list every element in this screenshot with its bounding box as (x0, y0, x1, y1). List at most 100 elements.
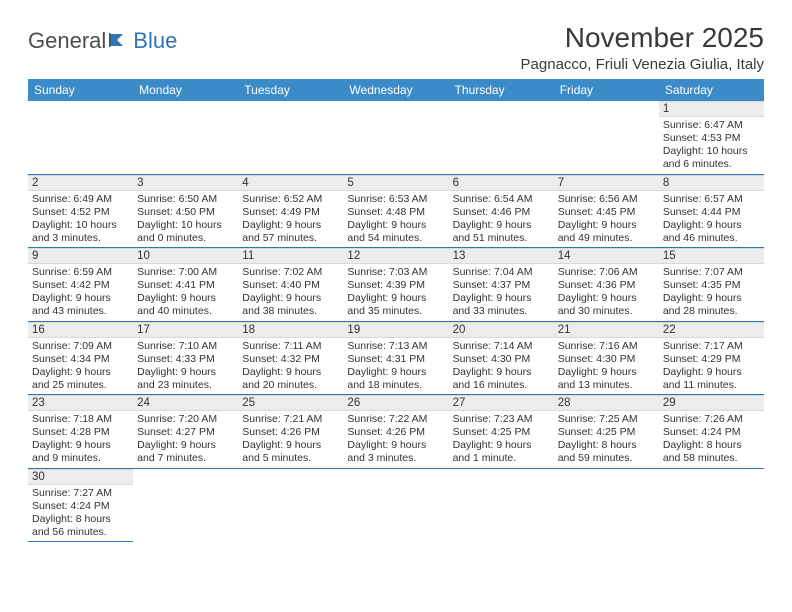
sunrise-text: Sunrise: 7:14 AM (453, 340, 550, 353)
sunset-text: Sunset: 4:48 PM (347, 206, 444, 219)
daylight-text: Daylight: 9 hours and 3 minutes. (347, 439, 444, 465)
sunset-text: Sunset: 4:30 PM (558, 353, 655, 366)
daylight-text: Daylight: 9 hours and 16 minutes. (453, 366, 550, 392)
sunset-text: Sunset: 4:30 PM (453, 353, 550, 366)
day-info: Sunrise: 6:47 AMSunset: 4:53 PMDaylight:… (659, 117, 764, 174)
calendar-cell: 17Sunrise: 7:10 AMSunset: 4:33 PMDayligh… (133, 321, 238, 395)
daylight-text: Daylight: 9 hours and 1 minute. (453, 439, 550, 465)
calendar-cell: 16Sunrise: 7:09 AMSunset: 4:34 PMDayligh… (28, 321, 133, 395)
calendar-week-row: 9Sunrise: 6:59 AMSunset: 4:42 PMDaylight… (28, 248, 764, 322)
day-number: 2 (28, 175, 133, 191)
daylight-text: Daylight: 8 hours and 59 minutes. (558, 439, 655, 465)
sunrise-text: Sunrise: 6:56 AM (558, 193, 655, 206)
logo-text-blue: Blue (133, 28, 177, 54)
sunset-text: Sunset: 4:27 PM (137, 426, 234, 439)
calendar-cell: 14Sunrise: 7:06 AMSunset: 4:36 PMDayligh… (554, 248, 659, 322)
calendar-cell (238, 468, 343, 542)
day-info: Sunrise: 7:26 AMSunset: 4:24 PMDaylight:… (659, 411, 764, 468)
day-info: Sunrise: 7:00 AMSunset: 4:41 PMDaylight:… (133, 264, 238, 321)
sunrise-text: Sunrise: 7:10 AM (137, 340, 234, 353)
calendar-cell: 10Sunrise: 7:00 AMSunset: 4:41 PMDayligh… (133, 248, 238, 322)
daylight-text: Daylight: 9 hours and 57 minutes. (242, 219, 339, 245)
day-number: 4 (238, 175, 343, 191)
day-number: 29 (659, 395, 764, 411)
daylight-text: Daylight: 9 hours and 28 minutes. (663, 292, 760, 318)
day-header: Thursday (449, 79, 554, 101)
daylight-text: Daylight: 9 hours and 9 minutes. (32, 439, 129, 465)
calendar-cell: 15Sunrise: 7:07 AMSunset: 4:35 PMDayligh… (659, 248, 764, 322)
calendar-cell: 22Sunrise: 7:17 AMSunset: 4:29 PMDayligh… (659, 321, 764, 395)
header: General Blue November 2025 Pagnacco, Fri… (28, 22, 764, 73)
sunset-text: Sunset: 4:42 PM (32, 279, 129, 292)
logo-text-general: General (28, 28, 106, 54)
day-info: Sunrise: 7:13 AMSunset: 4:31 PMDaylight:… (343, 338, 448, 395)
sunrise-text: Sunrise: 7:04 AM (453, 266, 550, 279)
day-number: 6 (449, 175, 554, 191)
sunset-text: Sunset: 4:25 PM (558, 426, 655, 439)
calendar-cell: 26Sunrise: 7:22 AMSunset: 4:26 PMDayligh… (343, 395, 448, 469)
daylight-text: Daylight: 9 hours and 51 minutes. (453, 219, 550, 245)
day-number: 23 (28, 395, 133, 411)
sunrise-text: Sunrise: 6:47 AM (663, 119, 760, 132)
day-info: Sunrise: 6:59 AMSunset: 4:42 PMDaylight:… (28, 264, 133, 321)
day-info: Sunrise: 7:20 AMSunset: 4:27 PMDaylight:… (133, 411, 238, 468)
daylight-text: Daylight: 9 hours and 18 minutes. (347, 366, 444, 392)
sunrise-text: Sunrise: 7:18 AM (32, 413, 129, 426)
calendar-cell (133, 468, 238, 542)
day-header: Monday (133, 79, 238, 101)
calendar-cell: 20Sunrise: 7:14 AMSunset: 4:30 PMDayligh… (449, 321, 554, 395)
sunrise-text: Sunrise: 7:17 AM (663, 340, 760, 353)
day-info: Sunrise: 6:57 AMSunset: 4:44 PMDaylight:… (659, 191, 764, 248)
sunset-text: Sunset: 4:29 PM (663, 353, 760, 366)
calendar-cell (659, 468, 764, 542)
sunset-text: Sunset: 4:39 PM (347, 279, 444, 292)
daylight-text: Daylight: 9 hours and 49 minutes. (558, 219, 655, 245)
daylight-text: Daylight: 9 hours and 54 minutes. (347, 219, 444, 245)
day-number: 28 (554, 395, 659, 411)
day-number: 3 (133, 175, 238, 191)
day-number: 5 (343, 175, 448, 191)
sunrise-text: Sunrise: 7:06 AM (558, 266, 655, 279)
sunrise-text: Sunrise: 7:11 AM (242, 340, 339, 353)
sunset-text: Sunset: 4:41 PM (137, 279, 234, 292)
daylight-text: Daylight: 9 hours and 46 minutes. (663, 219, 760, 245)
day-info: Sunrise: 6:54 AMSunset: 4:46 PMDaylight:… (449, 191, 554, 248)
calendar-cell: 3Sunrise: 6:50 AMSunset: 4:50 PMDaylight… (133, 174, 238, 248)
day-header: Wednesday (343, 79, 448, 101)
daylight-text: Daylight: 9 hours and 5 minutes. (242, 439, 339, 465)
sunrise-text: Sunrise: 6:57 AM (663, 193, 760, 206)
day-number: 15 (659, 248, 764, 264)
daylight-text: Daylight: 9 hours and 7 minutes. (137, 439, 234, 465)
calendar-cell: 5Sunrise: 6:53 AMSunset: 4:48 PMDaylight… (343, 174, 448, 248)
calendar-body: 1Sunrise: 6:47 AMSunset: 4:53 PMDaylight… (28, 101, 764, 542)
daylight-text: Daylight: 9 hours and 40 minutes. (137, 292, 234, 318)
daylight-text: Daylight: 8 hours and 56 minutes. (32, 513, 129, 539)
sunset-text: Sunset: 4:24 PM (32, 500, 129, 513)
day-number: 11 (238, 248, 343, 264)
day-info: Sunrise: 7:03 AMSunset: 4:39 PMDaylight:… (343, 264, 448, 321)
calendar-week-row: 2Sunrise: 6:49 AMSunset: 4:52 PMDaylight… (28, 174, 764, 248)
sunrise-text: Sunrise: 7:25 AM (558, 413, 655, 426)
sunset-text: Sunset: 4:26 PM (347, 426, 444, 439)
day-number: 17 (133, 322, 238, 338)
calendar-cell: 29Sunrise: 7:26 AMSunset: 4:24 PMDayligh… (659, 395, 764, 469)
calendar-cell (28, 101, 133, 174)
sunset-text: Sunset: 4:37 PM (453, 279, 550, 292)
sunset-text: Sunset: 4:28 PM (32, 426, 129, 439)
sunrise-text: Sunrise: 7:21 AM (242, 413, 339, 426)
calendar-cell (449, 101, 554, 174)
day-info: Sunrise: 7:10 AMSunset: 4:33 PMDaylight:… (133, 338, 238, 395)
sunrise-text: Sunrise: 7:20 AM (137, 413, 234, 426)
calendar-cell (343, 101, 448, 174)
daylight-text: Daylight: 10 hours and 3 minutes. (32, 219, 129, 245)
sunset-text: Sunset: 4:25 PM (453, 426, 550, 439)
day-header: Sunday (28, 79, 133, 101)
sunset-text: Sunset: 4:34 PM (32, 353, 129, 366)
calendar-cell: 2Sunrise: 6:49 AMSunset: 4:52 PMDaylight… (28, 174, 133, 248)
sunset-text: Sunset: 4:35 PM (663, 279, 760, 292)
sunrise-text: Sunrise: 7:22 AM (347, 413, 444, 426)
day-number: 25 (238, 395, 343, 411)
day-number: 13 (449, 248, 554, 264)
calendar-header-row: SundayMondayTuesdayWednesdayThursdayFrid… (28, 79, 764, 101)
sunset-text: Sunset: 4:24 PM (663, 426, 760, 439)
